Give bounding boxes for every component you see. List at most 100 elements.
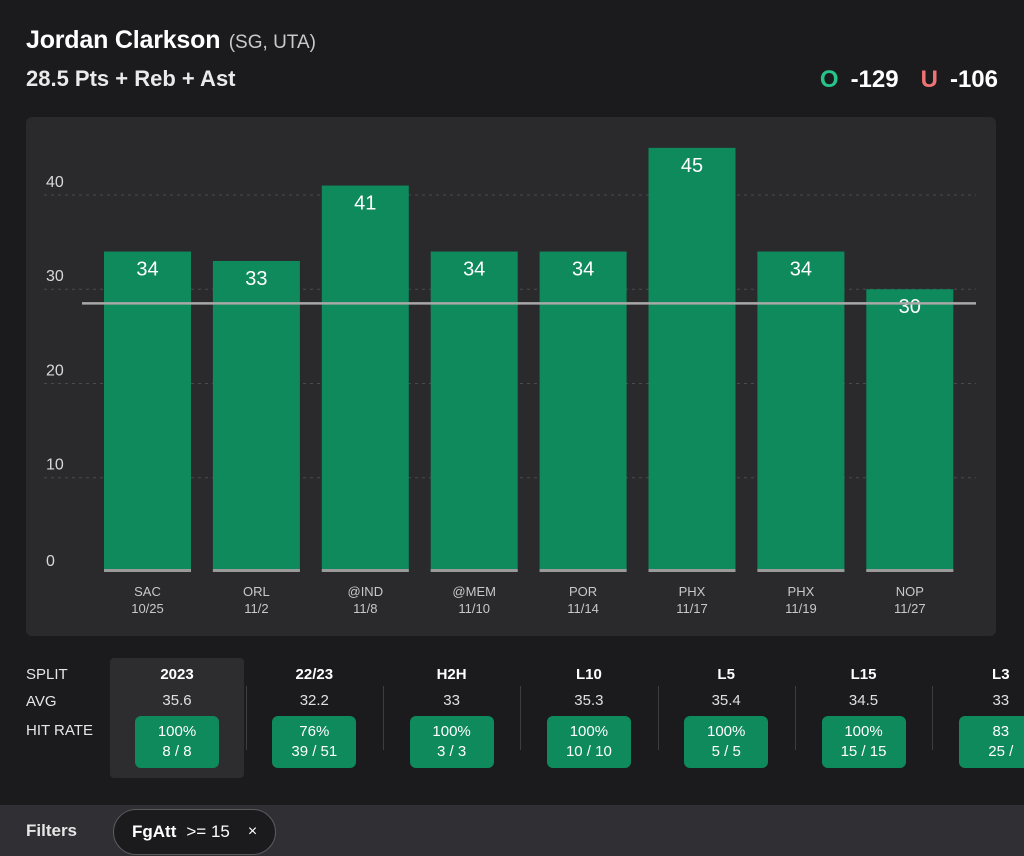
bar-baseline	[648, 569, 736, 572]
hit-rate-badge: 76% 39 / 51	[272, 716, 357, 768]
hit-rate-badge: 100% 15 / 15	[821, 716, 906, 768]
split-avg: 33	[443, 692, 460, 709]
filters-label: Filters	[26, 821, 78, 840]
bar	[539, 251, 627, 572]
bar	[866, 289, 954, 572]
x-tick-date: 10/25	[131, 601, 164, 616]
split-column[interactable]: L10 35.3 100% 10 / 10	[522, 658, 656, 778]
split-column[interactable]: L5 35.4 100% 5 / 5	[659, 658, 793, 778]
splits-table: SPLIT AVG HIT RATE 2023 35.6 100% 8 / 8 22/2…	[0, 658, 1024, 778]
bar-value-label: 45	[681, 155, 703, 177]
filter-chip-value: >= 15	[186, 822, 230, 841]
hit-rate-pct: 100%	[157, 723, 197, 740]
split-avg: 35.6	[162, 692, 192, 709]
bar-value-label: 34	[790, 259, 812, 281]
market-label: 28.5 Pts + Reb + Ast	[26, 66, 236, 91]
split-avg: 35.4	[711, 692, 741, 709]
hit-rate-pct: 100%	[432, 723, 471, 740]
hit-rate-label: HIT RATE	[26, 722, 93, 739]
avg-label: AVG	[26, 693, 57, 710]
x-tick-date: 11/27	[894, 601, 926, 616]
split-avg: 33	[992, 692, 1010, 709]
hit-rate-pct: 100%	[707, 723, 746, 740]
hit-rate-pct: 100%	[844, 723, 883, 740]
over-odds-button[interactable]: O -129	[820, 66, 899, 94]
bar-baseline	[866, 569, 954, 572]
x-tick-date: 11/10	[458, 601, 490, 616]
split-divider	[383, 686, 385, 750]
split-title: L5	[717, 666, 735, 683]
under-label: U	[920, 66, 938, 93]
player-title: Jordan Clarkson (SG, UTA)	[26, 26, 998, 55]
filters-bar: Filters FgAtt >= 15 ×	[0, 805, 1024, 856]
split-column[interactable]: L3 33 83 25 /	[934, 658, 1024, 778]
x-tick-label: ORL	[243, 584, 270, 599]
hit-rate-badge: 83 25 /	[958, 716, 1024, 768]
hit-rate-badge: 100% 5 / 5	[684, 716, 769, 768]
bar-value-label: 34	[572, 259, 594, 281]
bar-chart: 0 10 20 30 40 34 SAC 10/25 33 ORL 11/2 41 @IND 11/8 34…	[44, 147, 976, 616]
split-label: SPLIT	[26, 666, 68, 683]
split-divider	[245, 686, 247, 750]
chart-panel: 0 10 20 30 40 34 SAC 10/25 33 ORL 11/2 41 @IND 11/8 34…	[26, 117, 996, 636]
bar	[321, 185, 409, 572]
bar-baseline	[757, 569, 845, 572]
bar	[757, 251, 845, 572]
bar-value-label: 33	[245, 268, 267, 290]
over-odds-value: -129	[850, 66, 899, 93]
over-label: O	[819, 66, 839, 93]
bar-value-label: 30	[899, 296, 921, 318]
split-column[interactable]: L15 34.5 100% 15 / 15	[797, 658, 931, 778]
hit-rate-ratio: 3 / 3	[437, 743, 467, 760]
under-odds-button[interactable]: U -106	[921, 66, 998, 94]
hit-rate-ratio: 10 / 10	[565, 743, 612, 760]
split-divider	[657, 686, 659, 750]
split-column[interactable]: H2H 33 100% 3 / 3	[385, 658, 519, 778]
x-tick-date: 11/17	[676, 601, 708, 616]
player-name: Jordan Clarkson	[26, 26, 221, 54]
bar	[648, 147, 736, 572]
split-avg: 34.5	[848, 692, 879, 709]
bar-baseline	[212, 569, 300, 572]
bar-baseline	[539, 569, 627, 572]
x-tick-date: 11/2	[244, 601, 268, 616]
split-title: H2H	[436, 666, 467, 683]
odds-group: O -129 U -106	[820, 66, 998, 94]
y-tick-label: 40	[46, 174, 64, 191]
x-tick-label: PHX	[679, 584, 706, 599]
filter-chip[interactable]: FgAtt >= 15 ×	[113, 809, 277, 855]
split-divider	[795, 686, 796, 750]
split-divider	[932, 686, 934, 750]
x-tick-label: POR	[569, 584, 597, 599]
x-tick-label: SAC	[134, 584, 161, 599]
close-icon[interactable]: ×	[247, 823, 258, 840]
x-tick-date: 11/14	[567, 601, 599, 616]
split-column[interactable]: 2023 35.6 100% 8 / 8	[110, 658, 244, 778]
y-tick-label: 20	[46, 362, 64, 379]
bar-value-label: 34	[136, 259, 158, 281]
split-avg: 35.3	[574, 692, 604, 709]
split-title: L3	[992, 666, 1010, 683]
hit-rate-ratio: 25 /	[988, 743, 1014, 760]
x-tick-date: 11/19	[785, 601, 817, 616]
y-tick-label: 10	[46, 457, 64, 474]
x-tick-date: 11/8	[353, 601, 377, 616]
y-tick-label: 30	[46, 268, 64, 285]
hit-rate-ratio: 15 / 15	[840, 743, 887, 760]
x-tick-label: PHX	[788, 584, 815, 599]
hit-rate-badge: 100% 8 / 8	[135, 716, 219, 768]
x-tick-label: @MEM	[452, 584, 496, 599]
hit-rate-badge: 100% 3 / 3	[409, 716, 494, 768]
player-meta: (SG, UTA)	[228, 32, 316, 53]
under-odds-value: -106	[949, 66, 998, 93]
split-column[interactable]: 22/23 32.2 76% 39 / 51	[247, 658, 381, 778]
hit-rate-ratio: 8 / 8	[162, 743, 192, 760]
split-avg: 32.2	[299, 692, 329, 709]
bar-baseline	[321, 569, 409, 572]
bar-value-label: 34	[463, 259, 485, 281]
bar-value-label: 41	[354, 193, 376, 215]
split-title: L15	[850, 666, 877, 683]
x-tick-label: @IND	[348, 584, 384, 599]
bar	[104, 251, 191, 572]
bar-baseline	[430, 569, 518, 572]
